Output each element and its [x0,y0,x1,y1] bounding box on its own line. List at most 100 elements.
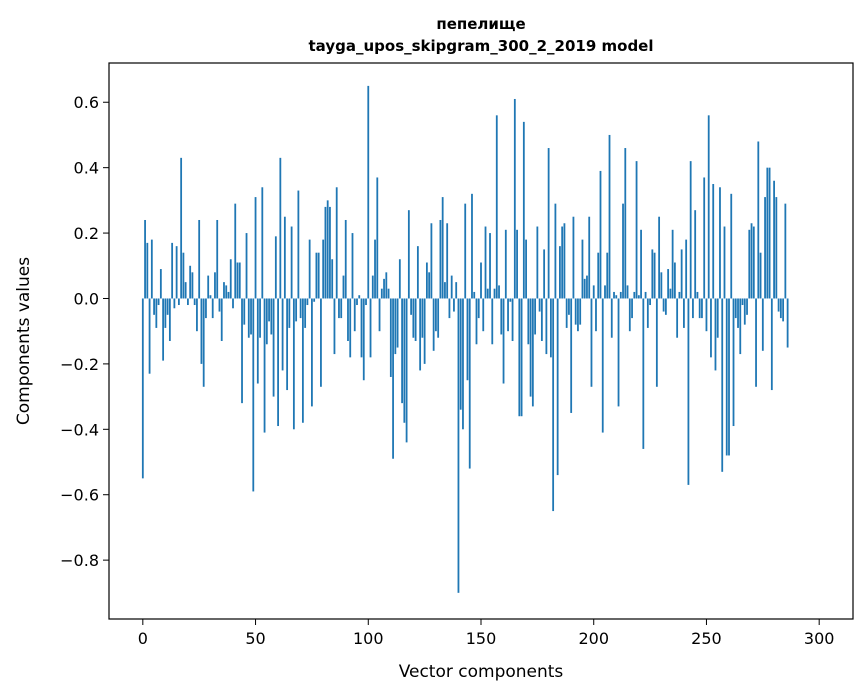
bar-81 [324,206,327,299]
bar-39 [229,259,232,299]
bar-93 [351,233,354,299]
bar-134 [444,282,446,299]
bar-237 [676,298,679,338]
bar-196 [583,278,586,299]
bar-230 [660,272,663,299]
bar-75 [311,298,313,407]
bar-258 [723,226,726,299]
bar-176 [538,298,541,312]
bar-85 [333,298,336,355]
bar-48 [250,298,252,335]
bar-133 [441,197,444,299]
bar-188 [565,298,568,328]
bar-30 [209,295,212,299]
bar-105 [378,298,381,332]
bar-232 [664,298,667,315]
bar-197 [586,275,588,299]
bar-239 [680,249,683,299]
bar-145 [468,298,471,469]
bar-127 [428,272,431,299]
bar-279 [770,298,773,391]
bar-159 [500,298,503,335]
bar-154 [489,233,491,299]
bar-164 [511,298,514,341]
bar-170 [525,239,527,299]
bar-41 [234,203,237,299]
bar-286 [786,298,789,348]
bar-115 [401,298,403,404]
bar-54 [263,298,266,433]
x-axis-ticks: 0 50 100 150 200 250 300 [138,619,834,648]
bar-70 [299,298,302,319]
bar-108 [385,272,388,299]
bar-205 [604,285,606,299]
bar-262 [732,298,735,427]
bar-68 [295,298,298,322]
bar-238 [678,291,681,299]
bar-192 [574,298,577,325]
bar-131 [437,298,440,338]
bars-group [141,85,789,593]
bar-87 [338,298,340,319]
bar-3 [148,298,151,374]
bar-35 [220,298,223,341]
bar-96 [358,295,361,299]
bar-194 [579,298,582,325]
bar-236 [673,262,676,299]
bar-195 [581,239,584,299]
bar-1 [144,219,146,299]
bar-119 [410,298,413,315]
bar-23 [193,298,196,306]
bar-185 [559,246,561,299]
bar-181 [549,298,552,358]
bar-55 [265,298,268,345]
bar-92 [349,298,352,358]
bar-84 [331,259,334,299]
bar-71 [301,298,304,423]
bar-281 [775,197,778,299]
bar-29 [207,275,210,299]
bar-72 [304,298,307,328]
y-tick-label: 0.6 [74,93,99,112]
bar-242 [687,298,690,485]
bar-129 [432,298,435,351]
bar-106 [380,288,383,299]
bar-189 [568,298,570,315]
bar-13 [171,242,174,299]
bar-50 [254,197,257,299]
bar-219 [635,161,638,299]
bar-272 [755,298,757,387]
bar-175 [536,226,539,299]
bar-137 [450,275,453,299]
bar-63 [283,216,286,299]
bar-16 [177,298,180,306]
bar-120 [412,298,415,338]
bar-165 [513,98,516,299]
bar-160 [502,298,505,384]
bar-227 [653,252,656,299]
y-tick-label: −0.4 [60,420,99,439]
bar-88 [340,298,343,319]
bar-10 [164,298,167,328]
bar-187 [563,223,566,299]
bar-76 [313,298,316,302]
bar-270 [750,223,753,299]
bar-184 [556,298,559,476]
bar-222 [642,298,645,449]
bar-139 [455,282,458,299]
bar-201 [595,298,597,332]
bar-243 [689,161,692,299]
bar-234 [669,288,672,299]
bar-266 [741,298,744,306]
bar-100 [367,85,370,299]
bar-168 [520,298,523,417]
bar-116 [403,298,406,423]
bar-32 [214,272,216,299]
bar-162 [507,298,509,332]
bar-28 [205,298,207,319]
bar-109 [387,288,390,299]
bar-191 [572,216,575,299]
bar-240 [683,298,685,328]
bar-94 [353,298,356,332]
